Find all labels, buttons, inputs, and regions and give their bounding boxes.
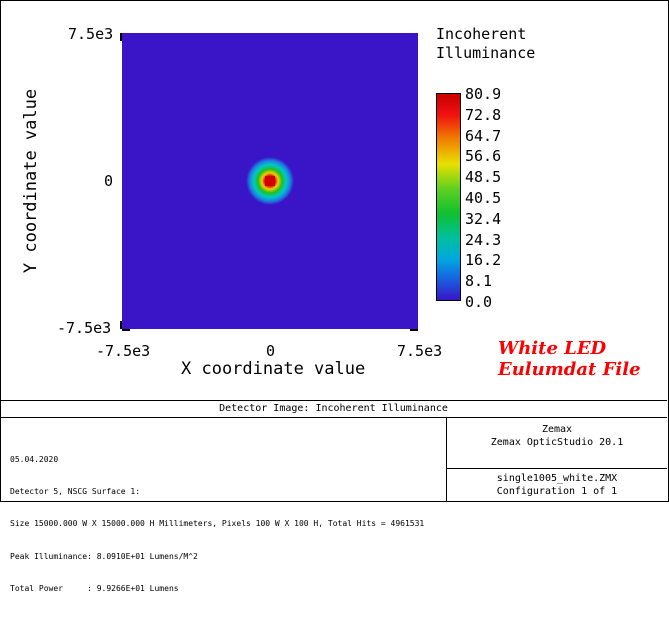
info-panel: Detector Image: Incoherent Illuminance 0… [0,400,667,593]
file-info: single1005_white.ZMX Configuration 1 of … [447,472,667,498]
colorbar-tick-label: 56.6 [465,147,502,166]
x-tick-label: -7.5e3 [96,342,151,360]
illuminance-peak-pixel [265,176,275,186]
heatmap-plot [122,33,418,329]
y-tick-label: -7.5e3 [57,319,112,337]
y-axis-label: Y coordinate value [21,88,41,274]
file-name: single1005_white.ZMX [496,473,618,484]
annotation-line2: Eulumdat File [498,359,641,380]
colorbar-title-word: Incoherent [436,25,527,43]
colorbar-tick-label: 72.8 [465,105,502,124]
colorbar-tick-label: 8.1 [465,272,493,291]
colorbar-tick-label: 64.7 [465,126,502,145]
y-axis-top-bracket [120,33,122,41]
y-axis-bottom-bracket [120,321,122,329]
colorbar-tick-label: 0.0 [465,293,493,311]
y-tick-label: 0 [104,172,114,190]
panel-divider-horizontal [446,468,667,469]
colorbar-title-word: Illuminance [436,44,536,62]
panel-title: Detector Image: Incoherent Illuminance [0,401,667,418]
detector-info: 05.04.2020 Detector 5, NSCG Surface 1: S… [10,433,424,617]
x-axis-label: X coordinate value [181,359,366,379]
colorbar [436,93,461,301]
colorbar-tick-label: 16.2 [465,251,502,270]
colorbar-tick-label: 40.5 [465,189,502,207]
colorbar-tick-label: 48.5 [465,168,502,187]
annotation-line1: White LED [498,338,607,359]
info-date: 05.04.2020 [10,454,59,464]
colorbar-title: Incoherent Illuminance [436,25,535,63]
colorbar-tick-label: 24.3 [465,230,502,249]
x-axis-left-bracket [122,329,130,331]
colorbar-tick-label: 32.4 [465,209,502,228]
configuration: Configuration 1 of 1 [496,486,618,497]
x-tick-label: 0 [266,342,276,360]
info-size: Size 15000.000 W X 15000.000 H Millimete… [10,519,425,529]
x-axis-right-bracket [410,329,418,331]
info-detector: Detector 5, NSCG Surface 1: [10,486,141,496]
colorbar-tick-label: 80.9 [465,85,502,103]
info-power: Total Power : 9.9266E+01 Lumens [10,584,179,594]
product-name: Zemax OpticStudio 20.1 [490,437,624,448]
colorbar-gradient [437,94,460,300]
company-name: Zemax [541,424,573,435]
software-info: Zemax Zemax OpticStudio 20.1 [447,423,667,449]
info-peak: Peak Illuminance: 8.0910E+01 Lumens/M^2 [10,551,198,561]
panel-divider-vertical [446,418,447,501]
y-tick-label: 7.5e3 [68,25,114,43]
x-tick-label: 7.5e3 [397,342,443,360]
